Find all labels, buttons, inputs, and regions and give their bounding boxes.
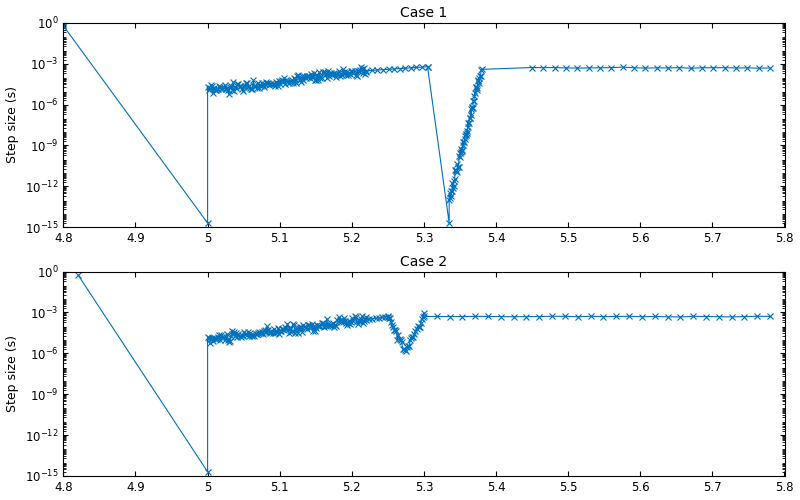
Title: Case 2: Case 2 [400,255,447,269]
Y-axis label: Step size (s): Step size (s) [6,335,19,412]
Y-axis label: Step size (s): Step size (s) [6,86,19,164]
Title: Case 1: Case 1 [400,6,447,20]
